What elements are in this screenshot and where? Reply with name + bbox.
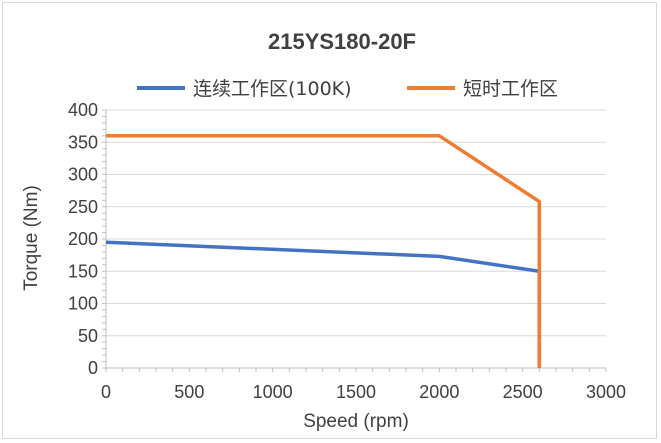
series-group — [105, 134, 542, 368]
chart-frame — [2, 2, 657, 439]
y-tick-label: 150 — [68, 261, 98, 281]
x-tick-label: 1000 — [253, 382, 293, 402]
legend: 连续工作区(100K) 短时工作区 — [137, 78, 558, 100]
legend-label-short-time: 短时工作区 — [463, 78, 558, 100]
y-axis-label: Torque (Nm) — [21, 185, 42, 291]
x-tick-label: 2000 — [419, 382, 459, 402]
y-tick-label: 350 — [68, 132, 98, 152]
y-tick-label: 0 — [88, 358, 98, 378]
series-line-continuous — [105, 240, 542, 368]
axis-ticks: 0 50 100 150 200 250 300 350 400 0 500 1000 1500 2000… — [68, 100, 626, 402]
y-tick-label: 200 — [68, 229, 98, 249]
grid — [106, 109, 606, 337]
x-tick-label: 0 — [101, 382, 111, 402]
x-tick-label: 3000 — [586, 382, 626, 402]
y-tick-label: 400 — [68, 100, 98, 120]
x-tick-label: 500 — [174, 382, 204, 402]
y-tick-label: 50 — [78, 326, 98, 346]
x-tick-label: 1500 — [336, 382, 376, 402]
legend-label-continuous: 连续工作区(100K) — [193, 78, 352, 100]
x-axis-label: Speed (rpm) — [303, 411, 409, 432]
y-tick-label: 100 — [68, 294, 98, 314]
series-line-short-time — [106, 134, 542, 368]
x-tick-label: 2500 — [503, 382, 543, 402]
y-tick-label: 300 — [68, 165, 98, 185]
y-tick-label: 250 — [68, 197, 98, 217]
chart-title: 215YS180-20F — [268, 29, 416, 54]
